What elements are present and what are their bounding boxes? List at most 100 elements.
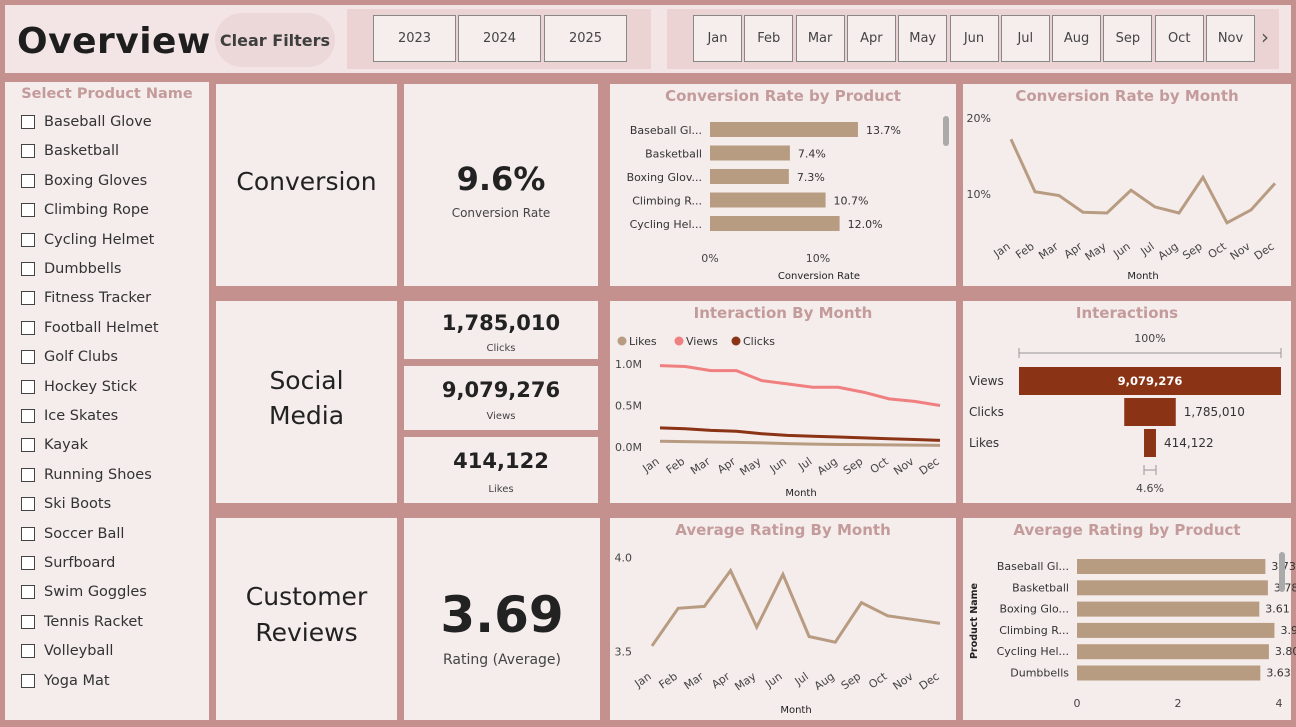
product-option[interactable]: Hockey Stick <box>21 379 137 395</box>
clicks-value: 1,785,010 <box>441 311 561 335</box>
product-option[interactable]: Yoga Mat <box>21 673 110 689</box>
section-label: Social <box>269 366 344 395</box>
product-option-label: Running Shoes <box>44 466 152 483</box>
month-option[interactable]: Mar <box>795 15 845 62</box>
checkbox[interactable] <box>21 614 35 629</box>
conversion-kpi-card: 9.6% Conversion Rate <box>404 84 598 286</box>
product-slicer-title: Select Product Name <box>21 86 193 102</box>
data-label: 414,122 <box>1164 436 1214 450</box>
checkbox[interactable] <box>21 526 35 541</box>
x-axis-title: Month <box>780 705 811 716</box>
bar <box>1077 580 1268 596</box>
product-option[interactable]: Cycling Helmet <box>21 232 154 248</box>
checkbox[interactable] <box>21 556 35 570</box>
tick-label: Apr <box>1062 240 1085 262</box>
legend-marker <box>617 336 627 346</box>
tick-label: Aug <box>1156 240 1181 263</box>
tick-label: Sep <box>839 670 863 693</box>
tick-label: 2 <box>1175 697 1182 710</box>
likes-kpi-card: 414,122 Likes <box>404 437 598 503</box>
product-option[interactable]: Volleyball <box>21 643 113 659</box>
tick-label: May <box>1083 240 1109 264</box>
month-option[interactable]: Jul <box>1000 15 1050 62</box>
month-option[interactable]: Jan <box>693 15 742 62</box>
checkbox[interactable] <box>21 232 35 247</box>
checkbox[interactable] <box>21 379 35 394</box>
category-label: Boxing Glov... <box>627 171 702 184</box>
bar <box>1077 559 1266 574</box>
tick-label: Apr <box>715 455 738 477</box>
checkbox[interactable] <box>21 644 35 659</box>
month-option[interactable]: Nov <box>1206 15 1255 62</box>
product-option[interactable]: Fitness Tracker <box>21 290 151 306</box>
bottom-label: 4.6% <box>1136 482 1164 495</box>
month-option[interactable]: Feb <box>744 15 794 62</box>
month-option[interactable]: Aug <box>1052 15 1102 62</box>
year-option[interactable]: 2023 <box>373 15 456 62</box>
checkbox[interactable] <box>21 585 35 600</box>
rating-by-month-chart: Average Rating By Month 4.0 3.5 Jan Feb Mar A… <box>610 518 956 720</box>
bar <box>710 145 790 161</box>
tick-label: 0 <box>1074 697 1081 710</box>
checkbox[interactable] <box>21 350 35 365</box>
interaction-by-month-chart: Interaction By Month Likes Views Clicks 1.0… <box>610 301 956 503</box>
product-option[interactable]: Football Helmet <box>21 320 159 336</box>
product-option[interactable]: Boxing Gloves <box>21 173 147 189</box>
data-label: 7.3% <box>797 171 825 184</box>
checkbox[interactable] <box>21 438 35 453</box>
product-option[interactable]: Swim Goggles <box>21 584 147 600</box>
product-option[interactable]: Basketball <box>21 143 119 159</box>
product-option[interactable]: Soccer Ball <box>21 526 124 542</box>
checkbox[interactable] <box>21 673 35 688</box>
checkbox[interactable] <box>21 497 35 512</box>
year-option[interactable]: 2024 <box>458 15 541 62</box>
bar <box>710 169 789 184</box>
clicks-kpi-card: 1,785,010 Clicks <box>404 301 598 359</box>
month-option[interactable]: May <box>898 15 948 62</box>
chart-canvas: Baseball Gl... 13.7% Basketball 7.4% Boxing … <box>627 122 901 282</box>
scrollbar[interactable] <box>1279 552 1285 592</box>
product-option[interactable]: Baseball Glove <box>21 114 152 130</box>
month-option[interactable]: Jun <box>949 15 999 62</box>
tick-label: Jan <box>991 240 1013 261</box>
checkbox[interactable] <box>21 115 35 129</box>
clear-filters-button[interactable]: Clear Filters <box>215 13 335 67</box>
checkbox[interactable] <box>21 291 35 306</box>
product-option[interactable]: Surfboard <box>21 555 115 571</box>
conversion-by-month-chart: Conversion Rate by Month 20% 10% Jan Feb Mar… <box>963 84 1291 286</box>
product-option-label: Soccer Ball <box>44 525 125 542</box>
year-option[interactable]: 2025 <box>544 15 627 62</box>
product-option[interactable]: Ski Boots <box>21 496 111 512</box>
product-option[interactable]: Golf Clubs <box>21 349 118 365</box>
product-option[interactable]: Tennis Racket <box>21 614 143 630</box>
product-option[interactable]: Kayak <box>21 437 88 453</box>
checkbox[interactable] <box>21 409 35 423</box>
month-option[interactable]: Sep <box>1103 15 1153 62</box>
chevron-right-icon[interactable]: › <box>1261 25 1269 49</box>
scrollbar[interactable] <box>943 116 949 146</box>
chart-title: Average Rating By Month <box>675 521 891 539</box>
chart-title: Conversion Rate by Product <box>665 87 901 105</box>
category-label: Baseball Gl... <box>630 124 702 137</box>
checkbox[interactable] <box>21 203 35 218</box>
category-label: Climbing R... <box>632 195 702 208</box>
legend-label: Likes <box>629 335 657 348</box>
checkbox[interactable] <box>21 144 35 159</box>
product-option[interactable]: Running Shoes <box>21 467 152 483</box>
data-label: 3.61 <box>1265 603 1290 616</box>
checkbox[interactable] <box>21 320 35 335</box>
top-label: 100% <box>1134 332 1165 345</box>
product-option-label: Ice Skates <box>44 408 119 424</box>
checkbox[interactable] <box>21 262 35 276</box>
month-option[interactable]: Oct <box>1154 15 1204 62</box>
month-option[interactable]: Apr <box>846 15 896 62</box>
product-slicer: Select Product Name Baseball Glove Basket… <box>5 82 209 720</box>
checkbox[interactable] <box>21 467 35 482</box>
product-option-label: Dumbbells <box>44 261 122 277</box>
checkbox[interactable] <box>21 173 35 188</box>
product-option[interactable]: Climbing Rope <box>21 202 149 218</box>
series-line <box>659 364 941 407</box>
product-option[interactable]: Ice Skates <box>21 408 118 424</box>
product-option[interactable]: Dumbbells <box>21 261 121 277</box>
